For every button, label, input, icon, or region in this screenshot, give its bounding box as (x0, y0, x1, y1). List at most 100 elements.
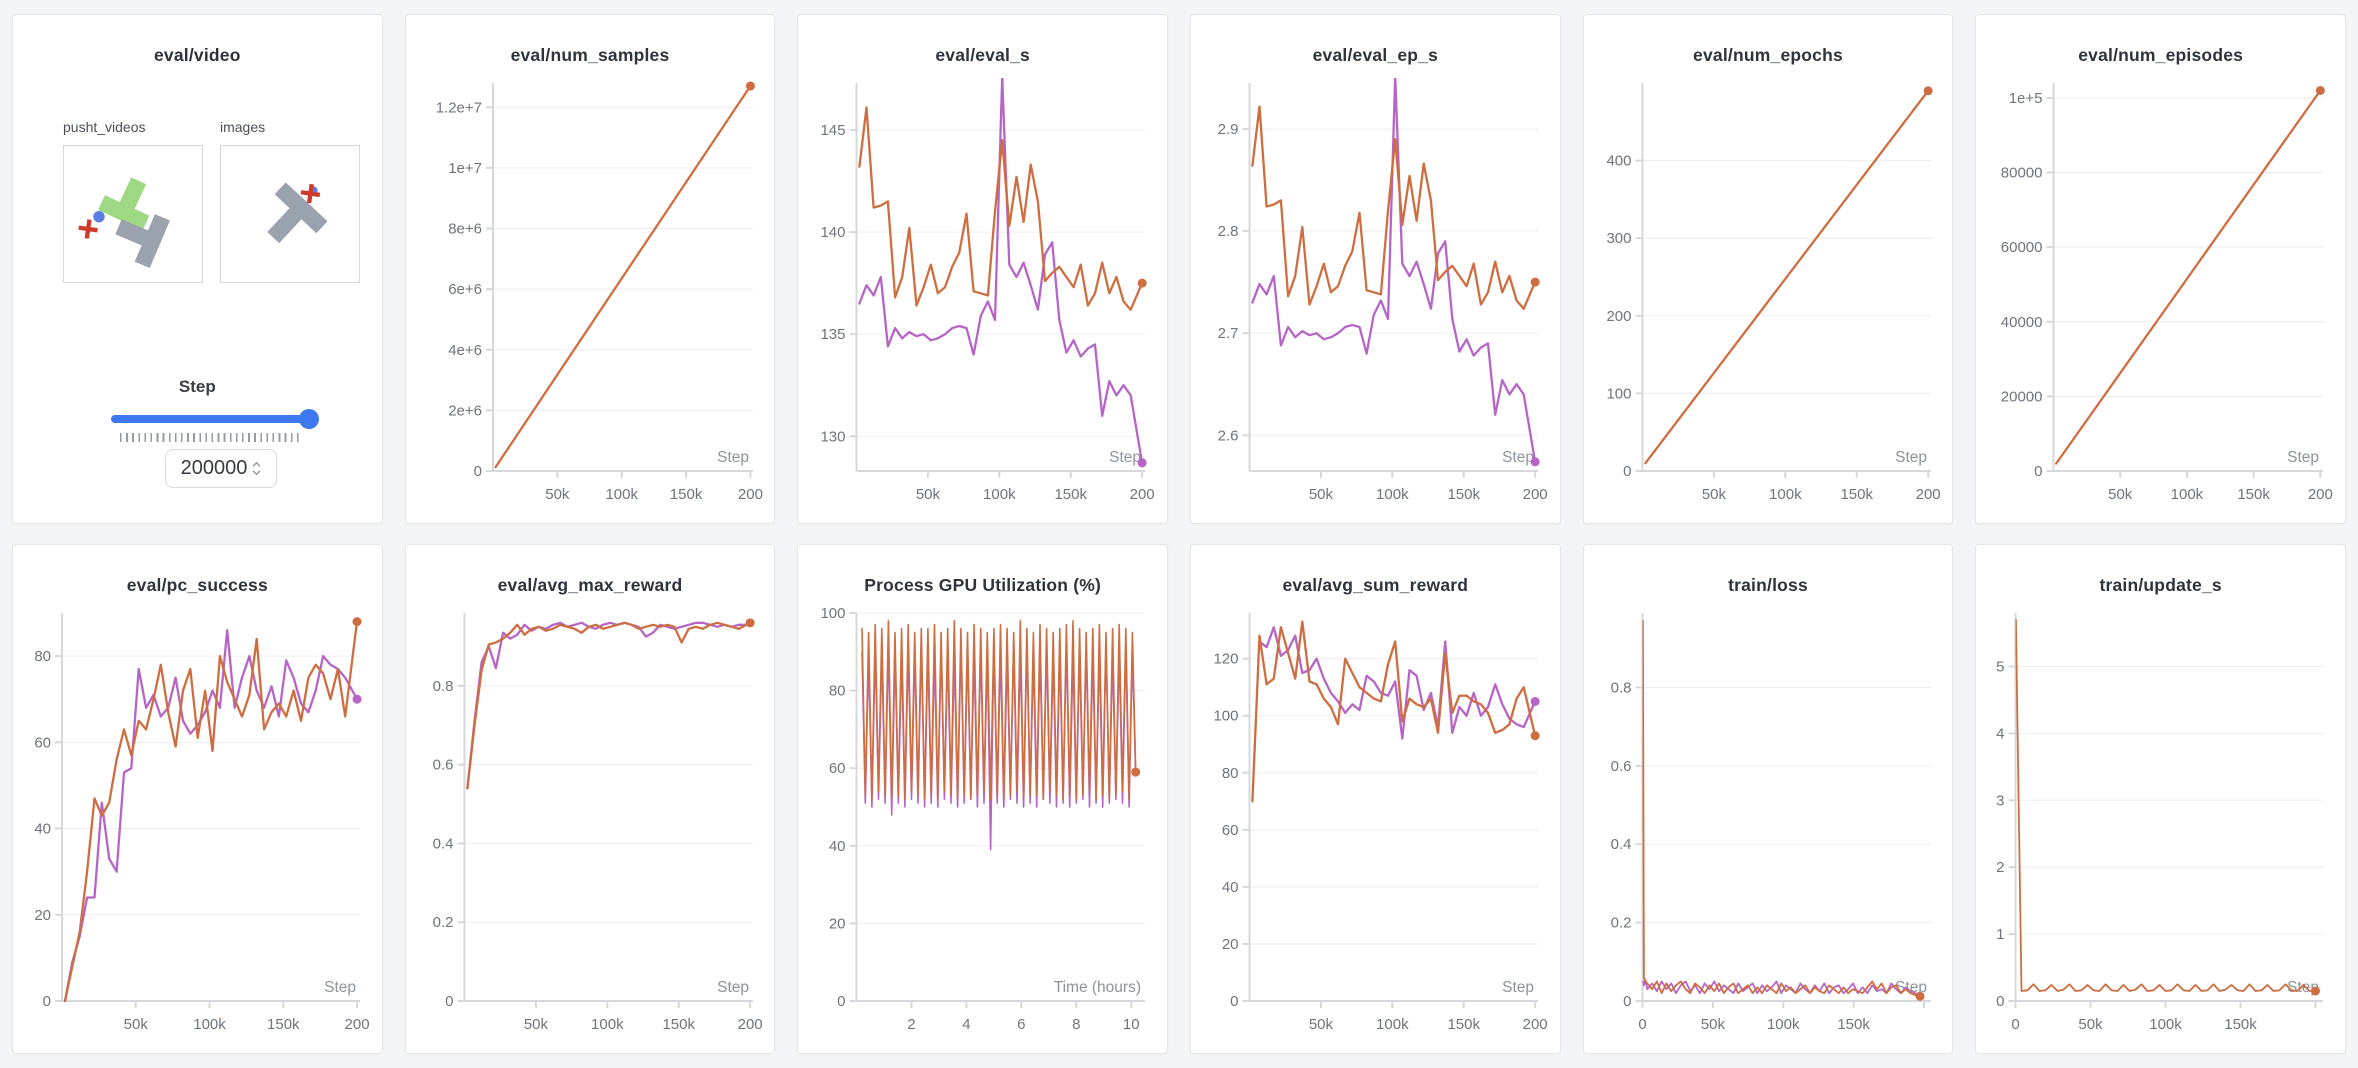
panel-title: eval/num_samples (510, 45, 670, 65)
svg-text:2: 2 (908, 1016, 916, 1033)
svg-text:40: 40 (1222, 879, 1239, 896)
svg-text:50k: 50k (2108, 486, 2133, 503)
svg-text:Step: Step (1502, 449, 1534, 466)
video-thumbnail-pusht[interactable] (63, 145, 203, 283)
panel-title: eval/eval_ep_s (1312, 45, 1439, 65)
svg-text:100k: 100k (1767, 1016, 1800, 1033)
line-chart-num-epochs[interactable]: 0 100 200 300 400 50k 100k 150k 200 Step (1598, 75, 1941, 517)
panel-eval-avg-sum-reward[interactable]: eval/avg_sum_reward 0 20 40 60 80 100 120 50k 10… (1189, 544, 1561, 1054)
line-chart-avg-sum-reward[interactable]: 0 20 40 60 80 100 120 50k 100k 150k 200 Step (1205, 605, 1548, 1047)
svg-text:100k: 100k (2150, 1016, 2183, 1033)
stepper-chevrons-icon[interactable] (252, 461, 261, 476)
svg-text:10: 10 (1123, 1016, 1140, 1033)
panel-gpu-utilization[interactable]: Process GPU Utilization (%) 0 20 40 60 80 100… (797, 544, 1168, 1054)
panel-eval-eval-s[interactable]: eval/eval_s 130 135 140 145 50k 100k 150k 200 St… (797, 14, 1168, 524)
panel-title: eval/num_episodes (2078, 45, 2244, 65)
video-thumbnail-images[interactable] (220, 145, 360, 283)
svg-text:Step: Step (717, 449, 749, 466)
line-chart-pc-success[interactable]: 0 20 40 60 80 50k 100k 150k 200 Step (27, 605, 370, 1047)
svg-text:4: 4 (963, 1016, 971, 1033)
svg-text:1e+7: 1e+7 (448, 160, 482, 177)
panel-train-loss[interactable]: train/loss 0 0.2 0.4 0.6 0.8 0 50k 100k 150k Step (1582, 544, 1954, 1054)
svg-text:Time (hours): Time (hours) (1054, 979, 1141, 996)
svg-text:0: 0 (1623, 993, 1631, 1010)
svg-text:200: 200 (1523, 486, 1548, 503)
line-chart-num-episodes[interactable]: 0 20000 40000 60000 80000 1e+5 50k 100k 150k 200 S… (1990, 75, 2333, 517)
svg-text:200: 200 (737, 1016, 762, 1033)
svg-text:40: 40 (829, 838, 846, 855)
svg-text:50k: 50k (1309, 486, 1334, 503)
panel-eval-num-episodes[interactable]: eval/num_episodes 0 20000 40000 60000 80000 1… (1975, 14, 2346, 524)
panel-eval-avg-max-reward[interactable]: eval/avg_max_reward 0 0.2 0.4 0.6 0.8 50k 100k… (404, 544, 776, 1054)
svg-text:Step: Step (717, 979, 749, 996)
svg-text:20000: 20000 (2001, 388, 2043, 405)
svg-text:60: 60 (829, 760, 846, 777)
svg-text:150k: 150k (1055, 486, 1088, 503)
svg-text:200: 200 (1523, 1016, 1548, 1033)
panel-title: eval/num_epochs (1693, 45, 1843, 65)
line-chart-gpu-utilization[interactable]: 0 20 40 60 80 100 2 4 6 8 10 Time (hours) (812, 605, 1155, 1047)
svg-text:100k: 100k (193, 1016, 226, 1033)
svg-text:80: 80 (34, 648, 51, 665)
svg-text:100k: 100k (1769, 486, 1802, 503)
panel-title: eval/pc_success (126, 575, 268, 595)
line-chart-train-update-s[interactable]: 0 1 2 3 4 5 0 50k 100k 150k Step (1990, 605, 2333, 1047)
svg-text:2: 2 (1996, 859, 2004, 876)
svg-text:60000: 60000 (2001, 239, 2043, 256)
panel-eval-eval-ep-s[interactable]: eval/eval_ep_s 2.6 2.7 2.8 2.9 50k 100k 150k 20… (1189, 14, 1561, 524)
svg-text:0.6: 0.6 (432, 757, 453, 774)
svg-text:100: 100 (821, 605, 846, 622)
panel-eval-num-samples[interactable]: eval/num_samples 0 2e+6 4e+6 6e+6 8e+6 1e+7 1.… (404, 14, 776, 524)
step-slider-ticks (120, 433, 302, 442)
panel-title: eval/eval_s (935, 45, 1030, 65)
svg-text:0: 0 (445, 993, 453, 1010)
svg-text:Step: Step (1502, 979, 1534, 996)
svg-text:0: 0 (1623, 463, 1631, 480)
svg-text:6e+6: 6e+6 (448, 281, 482, 298)
panel-title: eval/video (154, 45, 241, 65)
svg-text:150k: 150k (1840, 486, 1873, 503)
svg-text:100k: 100k (591, 1016, 624, 1033)
svg-text:100: 100 (1606, 385, 1631, 402)
svg-text:0: 0 (43, 993, 51, 1010)
svg-text:3: 3 (1996, 792, 2004, 809)
step-slider-track[interactable] (111, 415, 315, 423)
svg-text:60: 60 (34, 734, 51, 751)
svg-text:300: 300 (1606, 230, 1631, 247)
panel-title: train/loss (1728, 575, 1808, 595)
images-scene-image (267, 182, 328, 244)
step-number-input[interactable]: 200000 (165, 449, 277, 488)
svg-text:140: 140 (821, 224, 846, 241)
svg-text:0.2: 0.2 (1610, 915, 1631, 932)
svg-text:200: 200 (2308, 486, 2333, 503)
step-slider-label: Step (178, 377, 216, 396)
svg-text:100k: 100k (983, 486, 1016, 503)
svg-text:4: 4 (1996, 725, 2004, 742)
svg-text:2.7: 2.7 (1218, 325, 1239, 342)
svg-text:40: 40 (34, 821, 51, 838)
line-chart-avg-max-reward[interactable]: 0 0.2 0.4 0.6 0.8 50k 100k 150k 200 Step (420, 605, 763, 1047)
svg-text:0.4: 0.4 (432, 835, 453, 852)
svg-text:50k: 50k (1701, 486, 1726, 503)
step-slider-thumb[interactable] (299, 409, 319, 429)
panel-eval-video[interactable]: eval/video pusht_videos images (12, 14, 383, 524)
line-chart-eval-ep-s[interactable]: 2.6 2.7 2.8 2.9 50k 100k 150k 200 Step (1205, 75, 1548, 517)
panel-eval-num-epochs[interactable]: eval/num_epochs 0 100 200 300 400 50k 100k 150k… (1582, 14, 1954, 524)
line-chart-eval-s[interactable]: 130 135 140 145 50k 100k 150k 200 Step (812, 75, 1155, 517)
svg-text:0.4: 0.4 (1610, 836, 1631, 853)
svg-text:40000: 40000 (2001, 314, 2043, 331)
svg-text:60: 60 (1222, 822, 1239, 839)
line-chart-train-loss[interactable]: 0 0.2 0.4 0.6 0.8 0 50k 100k 150k Step (1598, 605, 1941, 1047)
svg-text:0: 0 (2034, 463, 2042, 480)
panel-train-update-s[interactable]: train/update_s 0 1 2 3 4 5 0 50k 100k 150k Step (1975, 544, 2346, 1054)
step-slider[interactable] (111, 409, 319, 429)
svg-text:200: 200 (738, 486, 763, 503)
svg-text:135: 135 (821, 326, 846, 343)
svg-text:8e+6: 8e+6 (448, 221, 482, 238)
svg-text:2.6: 2.6 (1218, 427, 1239, 444)
svg-text:80: 80 (829, 683, 846, 700)
svg-text:1e+5: 1e+5 (2009, 90, 2043, 107)
svg-text:20: 20 (1222, 936, 1239, 953)
panel-eval-pc-success[interactable]: eval/pc_success 0 20 40 60 80 50k 100k 150k 200 S… (12, 544, 383, 1054)
line-chart-num-samples[interactable]: 0 2e+6 4e+6 6e+6 8e+6 1e+7 1.2e+7 50k 100k 150k 20… (420, 75, 763, 517)
